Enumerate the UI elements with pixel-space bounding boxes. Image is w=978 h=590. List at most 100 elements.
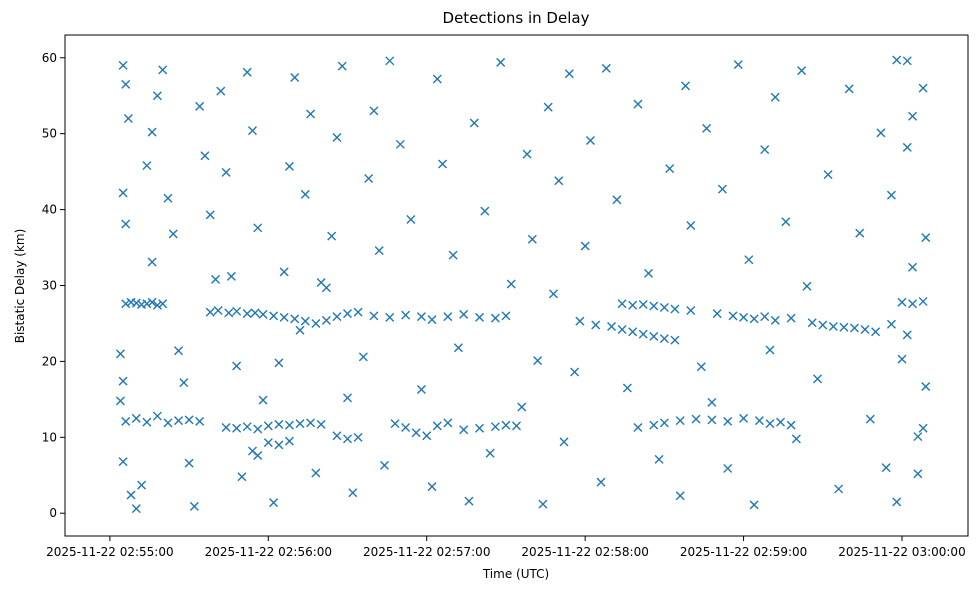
- data-point: [490, 313, 500, 323]
- data-point: [232, 361, 242, 371]
- data-point: [385, 56, 395, 66]
- data-point: [765, 419, 775, 429]
- data-point: [427, 315, 437, 325]
- data-point: [348, 488, 358, 498]
- data-point: [892, 497, 902, 507]
- data-point: [232, 423, 242, 433]
- data-point: [918, 296, 928, 306]
- data-point: [791, 434, 801, 444]
- data-point: [739, 312, 749, 322]
- data-point: [886, 190, 896, 200]
- data-markers: [115, 55, 931, 514]
- data-point: [353, 432, 363, 442]
- data-point: [865, 414, 875, 424]
- data-point: [501, 420, 511, 430]
- data-point: [364, 173, 374, 183]
- data-point: [475, 312, 485, 322]
- data-point: [860, 325, 870, 335]
- data-point: [374, 246, 384, 256]
- data-point: [221, 167, 231, 177]
- data-point: [250, 308, 260, 318]
- data-point: [195, 101, 205, 111]
- data-point: [290, 314, 300, 324]
- data-point: [897, 297, 907, 307]
- data-point: [691, 414, 701, 424]
- data-point: [279, 312, 289, 322]
- data-point: [253, 451, 263, 461]
- data-point: [179, 378, 189, 388]
- data-point: [321, 283, 331, 293]
- data-point: [475, 423, 485, 433]
- data-point: [921, 381, 931, 391]
- data-point: [284, 436, 294, 446]
- data-point: [802, 281, 812, 291]
- data-point: [163, 418, 173, 428]
- data-point: [469, 118, 479, 128]
- y-axis-label: Bistatic Delay (km): [13, 229, 27, 344]
- data-point: [422, 431, 432, 441]
- y-axis: 0 10 20 30 40 50 60: [42, 51, 65, 520]
- data-point: [327, 231, 337, 241]
- data-point: [876, 128, 886, 138]
- data-point: [274, 440, 284, 450]
- data-point: [659, 418, 669, 428]
- data-point: [723, 463, 733, 473]
- data-point: [226, 271, 236, 281]
- data-point: [781, 217, 791, 227]
- data-point: [649, 420, 659, 430]
- data-point: [213, 306, 223, 316]
- data-point: [622, 383, 632, 393]
- x-axis: 2025-11-22 02:55:00 2025-11-22 02:56:00 20…: [46, 536, 966, 559]
- data-point: [733, 60, 743, 70]
- data-point: [152, 411, 162, 421]
- data-point: [369, 311, 379, 321]
- data-point: [224, 308, 234, 318]
- data-point: [385, 312, 395, 322]
- data-point: [300, 316, 310, 326]
- data-point: [739, 413, 749, 423]
- data-point: [189, 501, 199, 511]
- data-point: [284, 161, 294, 171]
- data-point: [121, 299, 131, 309]
- data-point: [416, 312, 426, 322]
- data-point: [142, 417, 152, 427]
- data-point: [760, 145, 770, 155]
- data-point: [295, 419, 305, 429]
- data-point: [158, 299, 168, 309]
- data-point: [554, 176, 564, 186]
- data-point: [353, 307, 363, 317]
- chart-title: Detections in Delay: [443, 9, 590, 27]
- y-tick-label: 60: [42, 51, 57, 65]
- data-point: [617, 325, 627, 335]
- data-point: [306, 109, 316, 119]
- data-point: [633, 99, 643, 109]
- data-point: [332, 132, 342, 142]
- data-point: [401, 422, 411, 432]
- data-point: [279, 267, 289, 277]
- x-tick-label: 2025-11-22 02:57:00: [363, 545, 490, 559]
- data-point: [849, 323, 859, 333]
- data-point: [142, 299, 152, 309]
- data-point: [659, 303, 669, 313]
- data-point: [163, 193, 173, 203]
- data-point: [818, 320, 828, 330]
- data-point: [411, 428, 421, 438]
- data-point: [585, 136, 595, 146]
- data-point: [886, 319, 896, 329]
- data-point: [343, 309, 353, 319]
- data-point: [401, 310, 411, 320]
- data-point: [892, 55, 902, 65]
- data-point: [332, 312, 342, 322]
- data-point: [121, 416, 131, 426]
- data-point: [749, 314, 759, 324]
- data-point: [453, 343, 463, 353]
- data-point: [274, 419, 284, 429]
- y-tick-label: 20: [42, 354, 57, 368]
- data-point: [253, 223, 263, 233]
- data-point: [707, 415, 717, 425]
- data-point: [707, 397, 717, 407]
- data-point: [749, 500, 759, 510]
- data-point: [242, 67, 252, 77]
- data-point: [232, 306, 242, 316]
